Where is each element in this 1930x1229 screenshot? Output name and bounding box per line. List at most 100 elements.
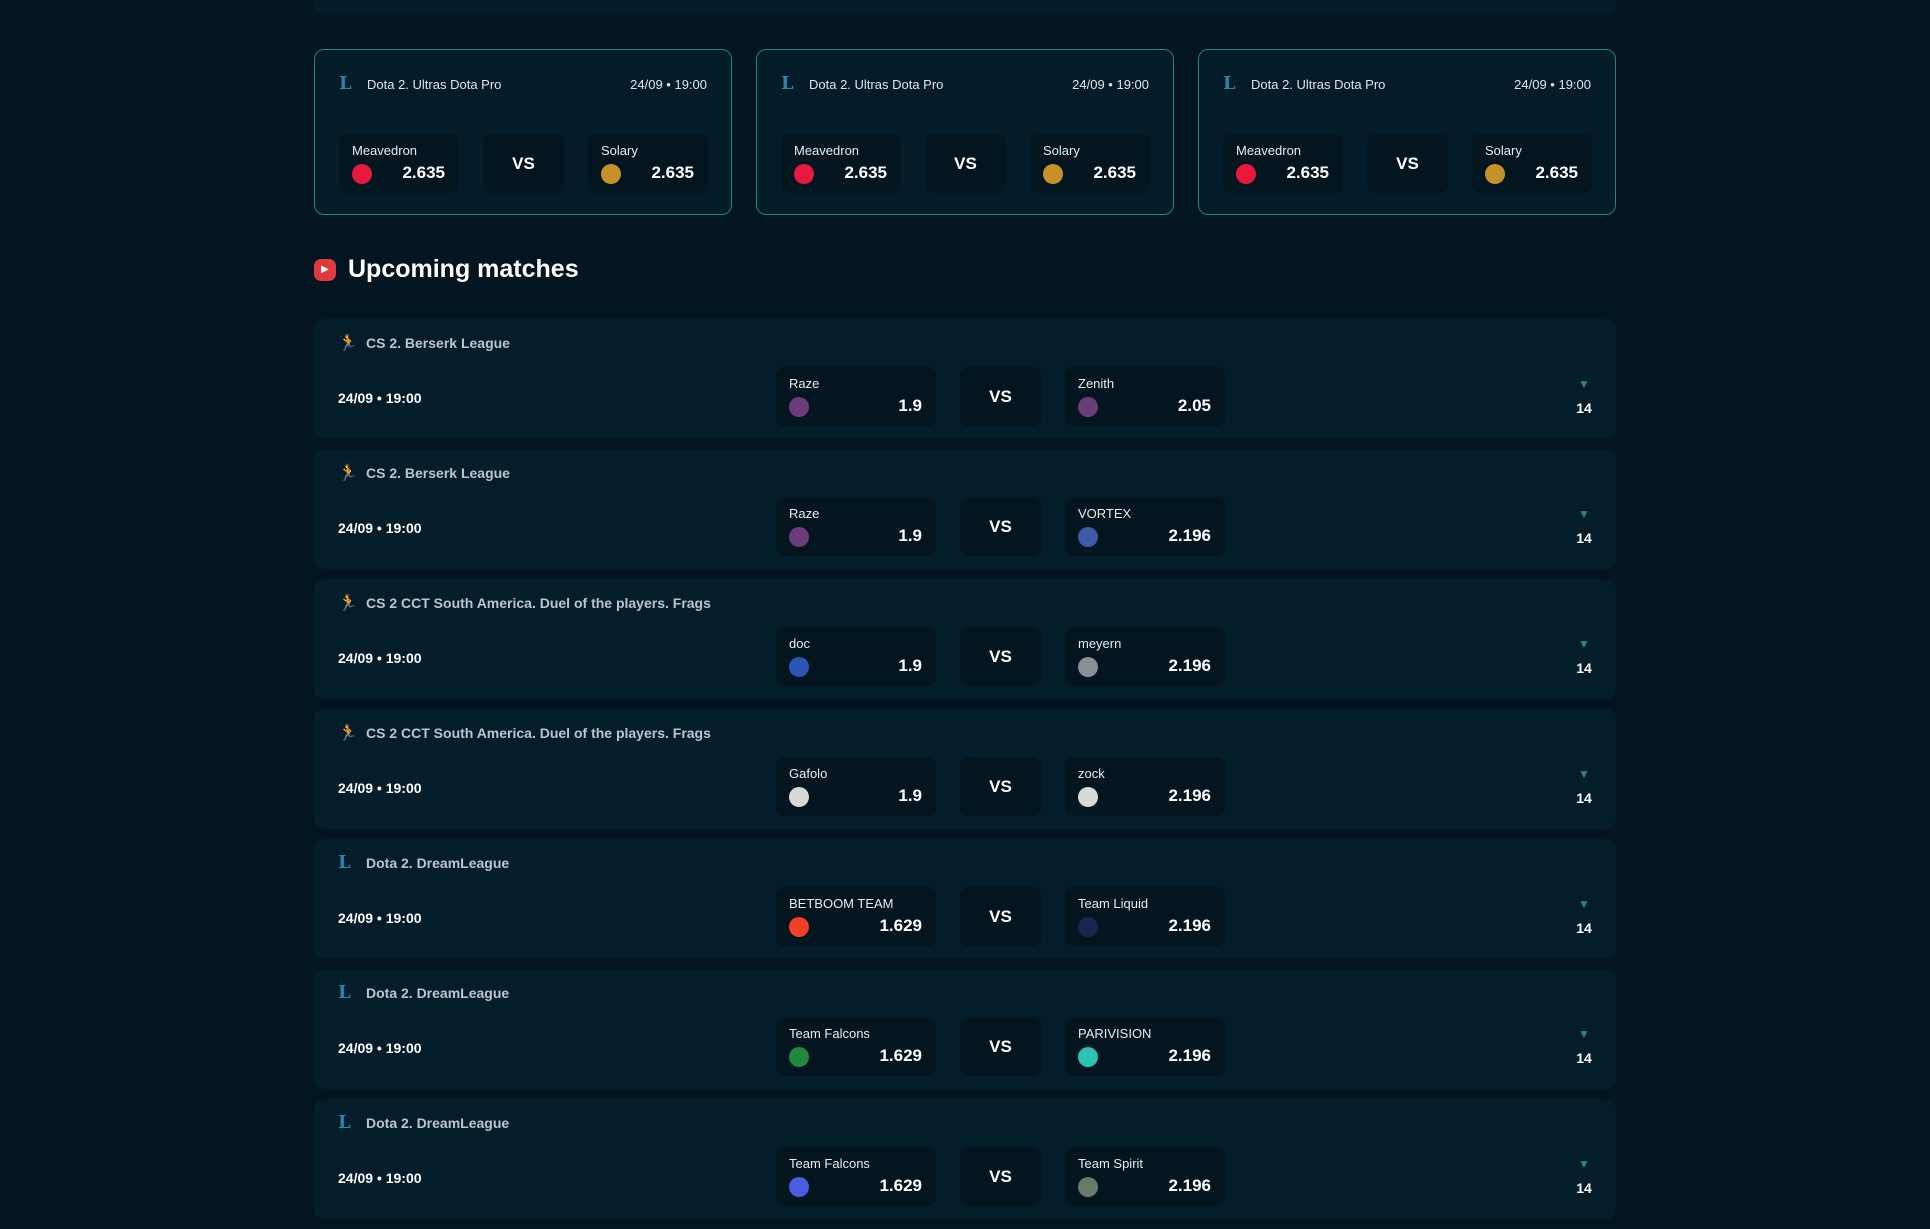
team-odds-button[interactable]: Team Liquid 2.196 [1065,887,1225,946]
team-odds-button[interactable]: zock 2.196 [1065,757,1225,816]
league-name: CS 2 CCT South America. Duel of the play… [366,725,711,741]
chevron-down-icon[interactable]: ▼ [1578,377,1590,391]
league-name: Dota 2. Ultras Dota Pro [1251,76,1386,92]
upcoming-matches-list: 🏃 CS 2. Berserk League 24/09 • 19:00 Raze… [314,319,1616,1229]
team-odds: 1.9 [898,396,922,415]
team-name: Gafolo [789,766,828,781]
team-name: VORTEX [1078,506,1132,521]
match-row[interactable]: 🏃 CS 2. Berserk League 24/09 • 19:00 Raze… [314,449,1616,569]
match-row[interactable]: 🏃 CS 2 CCT South America. Duel of the pla… [314,579,1616,699]
vs-label: VS [960,1147,1041,1206]
team-odds-button[interactable]: doc 1.9 [776,627,936,686]
featured-match-card[interactable]: L Dota 2. Ultras Dota Pro 24/09 • 19:00 M… [756,49,1174,215]
cs2-icon: 🏃 [338,723,358,742]
team-odds-button[interactable]: Solary 2.635 [1472,134,1592,193]
markets-count: 14 [1576,660,1592,676]
vs-label: VS [1367,134,1448,193]
league-name: CS 2. Berserk League [366,465,510,481]
vs-label: VS [960,367,1041,426]
team-name: Raze [789,506,820,521]
dota2-icon: L [1223,73,1236,94]
match-datetime: 24/09 • 19:00 [338,650,422,666]
chevron-down-icon[interactable]: ▼ [1578,507,1590,521]
team-name: Meavedron [1236,143,1302,158]
match-row[interactable]: L Dota 2. DreamLeague 24/09 • 19:00 Team … [314,969,1616,1089]
team-odds-button[interactable]: BETBOOM TEAM 1.629 [776,887,936,946]
dota2-icon: L [338,982,351,1003]
match-datetime: 24/09 • 19:00 [338,520,422,536]
vs-label: VS [960,887,1041,946]
team-odds-button[interactable]: Team Spirit 2.196 [1065,1147,1225,1206]
team-name: meyern [1078,636,1122,651]
featured-match-card[interactable]: L Dota 2. Ultras Dota Pro 24/09 • 19:00 M… [1198,49,1616,215]
team-odds: 2.05 [1177,396,1211,415]
team-logo-icon [789,787,809,807]
vs-label: VS [960,1017,1041,1076]
match-datetime: 24/09 • 19:00 [1072,76,1149,92]
team-name: Meavedron [794,143,860,158]
team-logo-icon [352,164,372,184]
team-odds-button[interactable]: Meavedron 2.635 [781,134,901,193]
section-title: Upcoming matches [348,255,579,283]
markets-count: 14 [1576,920,1592,936]
team-logo-icon [789,657,809,677]
chevron-down-icon[interactable]: ▼ [1578,1027,1590,1041]
team-odds-button[interactable]: Team Falcons 1.629 [776,1017,936,1076]
team-odds-button[interactable]: Zenith 2.05 [1065,367,1225,426]
team-logo-icon [1078,787,1098,807]
markets-count: 14 [1576,790,1592,806]
team-odds-button[interactable]: Meavedron 2.635 [1223,134,1343,193]
team-odds: 1.9 [898,526,922,545]
team-logo-icon [789,527,809,547]
team-odds-button[interactable]: Raze 1.9 [776,497,936,556]
team-odds: 2.196 [1168,916,1211,935]
team-odds: 1.629 [879,916,922,935]
team-logo-icon [789,917,809,937]
vs-label: VS [483,134,564,193]
team-odds-button[interactable]: Meavedron 2.635 [339,134,459,193]
cs2-icon: 🏃 [338,333,358,352]
team-odds: 1.629 [879,1046,922,1065]
match-row[interactable]: L Dota 2. DreamLeague 24/09 • 19:00 Team … [314,1099,1616,1219]
team-logo-icon [1078,1047,1098,1067]
play-icon: ▶ [314,258,336,281]
match-datetime: 24/09 • 19:00 [338,910,422,926]
team-odds: 1.629 [879,1176,922,1195]
match-row[interactable]: 🏃 CS 2. Berserk League 24/09 • 19:00 Raze… [314,319,1616,439]
team-odds-button[interactable]: VORTEX 2.196 [1065,497,1225,556]
markets-count: 14 [1576,1180,1592,1196]
team-odds-button[interactable]: Gafolo 1.9 [776,757,936,816]
team-odds-button[interactable]: Raze 1.9 [776,367,936,426]
team-odds: 2.196 [1168,1176,1211,1195]
chevron-down-icon[interactable]: ▼ [1578,637,1590,651]
match-row[interactable]: 🏃 CS 2 CCT South America. Duel of the pla… [314,709,1616,829]
team-logo-icon [1043,164,1063,184]
chevron-down-icon[interactable]: ▼ [1578,897,1590,911]
match-datetime: 24/09 • 19:00 [338,1170,422,1186]
team-odds-button[interactable]: Solary 2.635 [588,134,708,193]
dota2-icon: L [338,852,351,873]
dota2-icon: L [781,73,794,94]
team-name: doc [789,636,810,651]
match-row[interactable]: L Dota 2. DreamLeague 24/09 • 19:00 BETBO… [314,839,1616,959]
team-odds-button[interactable]: meyern 2.196 [1065,627,1225,686]
team-odds-button[interactable]: Solary 2.635 [1030,134,1150,193]
match-datetime: 24/09 • 19:00 [338,1040,422,1056]
match-datetime: 24/09 • 19:00 [630,76,707,92]
chevron-down-icon[interactable]: ▼ [1578,1157,1590,1171]
team-odds: 2.635 [1535,163,1578,182]
previous-section-card [314,0,1616,15]
featured-match-card[interactable]: L Dota 2. Ultras Dota Pro 24/09 • 19:00 M… [314,49,732,215]
dota2-icon: L [339,73,352,94]
section-heading: ▶ Upcoming matches [314,255,579,284]
vs-label: VS [960,757,1041,816]
team-odds: 2.196 [1168,1046,1211,1065]
team-odds-button[interactable]: Team Falcons 1.629 [776,1147,936,1206]
team-odds-button[interactable]: PARIVISION 2.196 [1065,1017,1225,1076]
team-logo-icon [1078,397,1098,417]
team-name: Team Liquid [1078,896,1149,911]
team-odds: 2.635 [1286,163,1329,182]
team-logo-icon [1078,1177,1098,1197]
chevron-down-icon[interactable]: ▼ [1578,767,1590,781]
team-odds: 2.635 [402,163,445,182]
